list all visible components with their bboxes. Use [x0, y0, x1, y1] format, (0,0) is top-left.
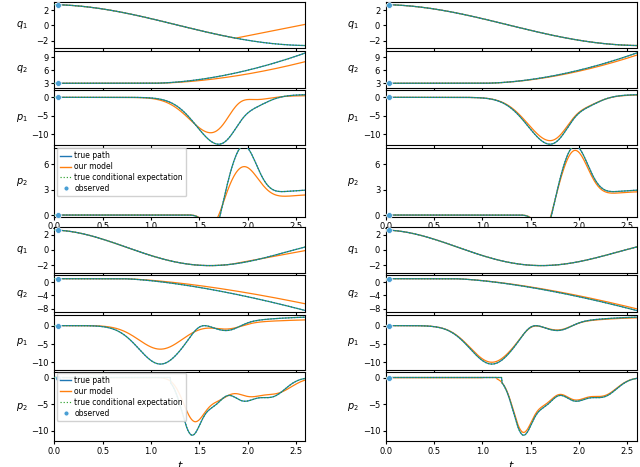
- Y-axis label: $q_1$: $q_1$: [16, 19, 28, 31]
- Y-axis label: $q_1$: $q_1$: [348, 19, 359, 31]
- Point: [52, 93, 63, 101]
- X-axis label: $t$: $t$: [508, 459, 515, 467]
- Y-axis label: $p_1$: $p_1$: [348, 336, 359, 348]
- Y-axis label: $p_1$: $p_1$: [348, 112, 359, 124]
- Point: [52, 275, 63, 283]
- Point: [384, 211, 394, 219]
- Y-axis label: $q_2$: $q_2$: [348, 63, 359, 75]
- Point: [384, 1, 394, 8]
- Point: [384, 275, 394, 283]
- Y-axis label: $p_2$: $p_2$: [16, 401, 28, 413]
- Point: [384, 322, 394, 329]
- Point: [52, 322, 63, 329]
- Y-axis label: $q_2$: $q_2$: [16, 288, 28, 300]
- Y-axis label: $q_1$: $q_1$: [348, 244, 359, 256]
- X-axis label: $t$: $t$: [508, 234, 515, 246]
- X-axis label: $t$: $t$: [177, 234, 183, 246]
- Y-axis label: $p_1$: $p_1$: [16, 112, 28, 124]
- Point: [52, 226, 63, 234]
- Point: [52, 79, 63, 87]
- Point: [384, 93, 394, 101]
- Point: [52, 374, 63, 381]
- Y-axis label: $q_1$: $q_1$: [16, 244, 28, 256]
- Y-axis label: $q_2$: $q_2$: [348, 288, 359, 300]
- Y-axis label: $p_2$: $p_2$: [348, 401, 359, 413]
- Y-axis label: $p_2$: $p_2$: [348, 176, 359, 188]
- X-axis label: $t$: $t$: [177, 459, 183, 467]
- Point: [384, 374, 394, 381]
- Y-axis label: $q_2$: $q_2$: [16, 63, 28, 75]
- Y-axis label: $p_1$: $p_1$: [16, 336, 28, 348]
- Point: [52, 211, 63, 219]
- Legend: true path, our model, true conditional expectation, observed: true path, our model, true conditional e…: [57, 373, 186, 421]
- Legend: true path, our model, true conditional expectation, observed: true path, our model, true conditional e…: [57, 149, 186, 196]
- Y-axis label: $p_2$: $p_2$: [16, 176, 28, 188]
- Point: [52, 1, 63, 8]
- Point: [384, 79, 394, 87]
- Point: [384, 226, 394, 234]
